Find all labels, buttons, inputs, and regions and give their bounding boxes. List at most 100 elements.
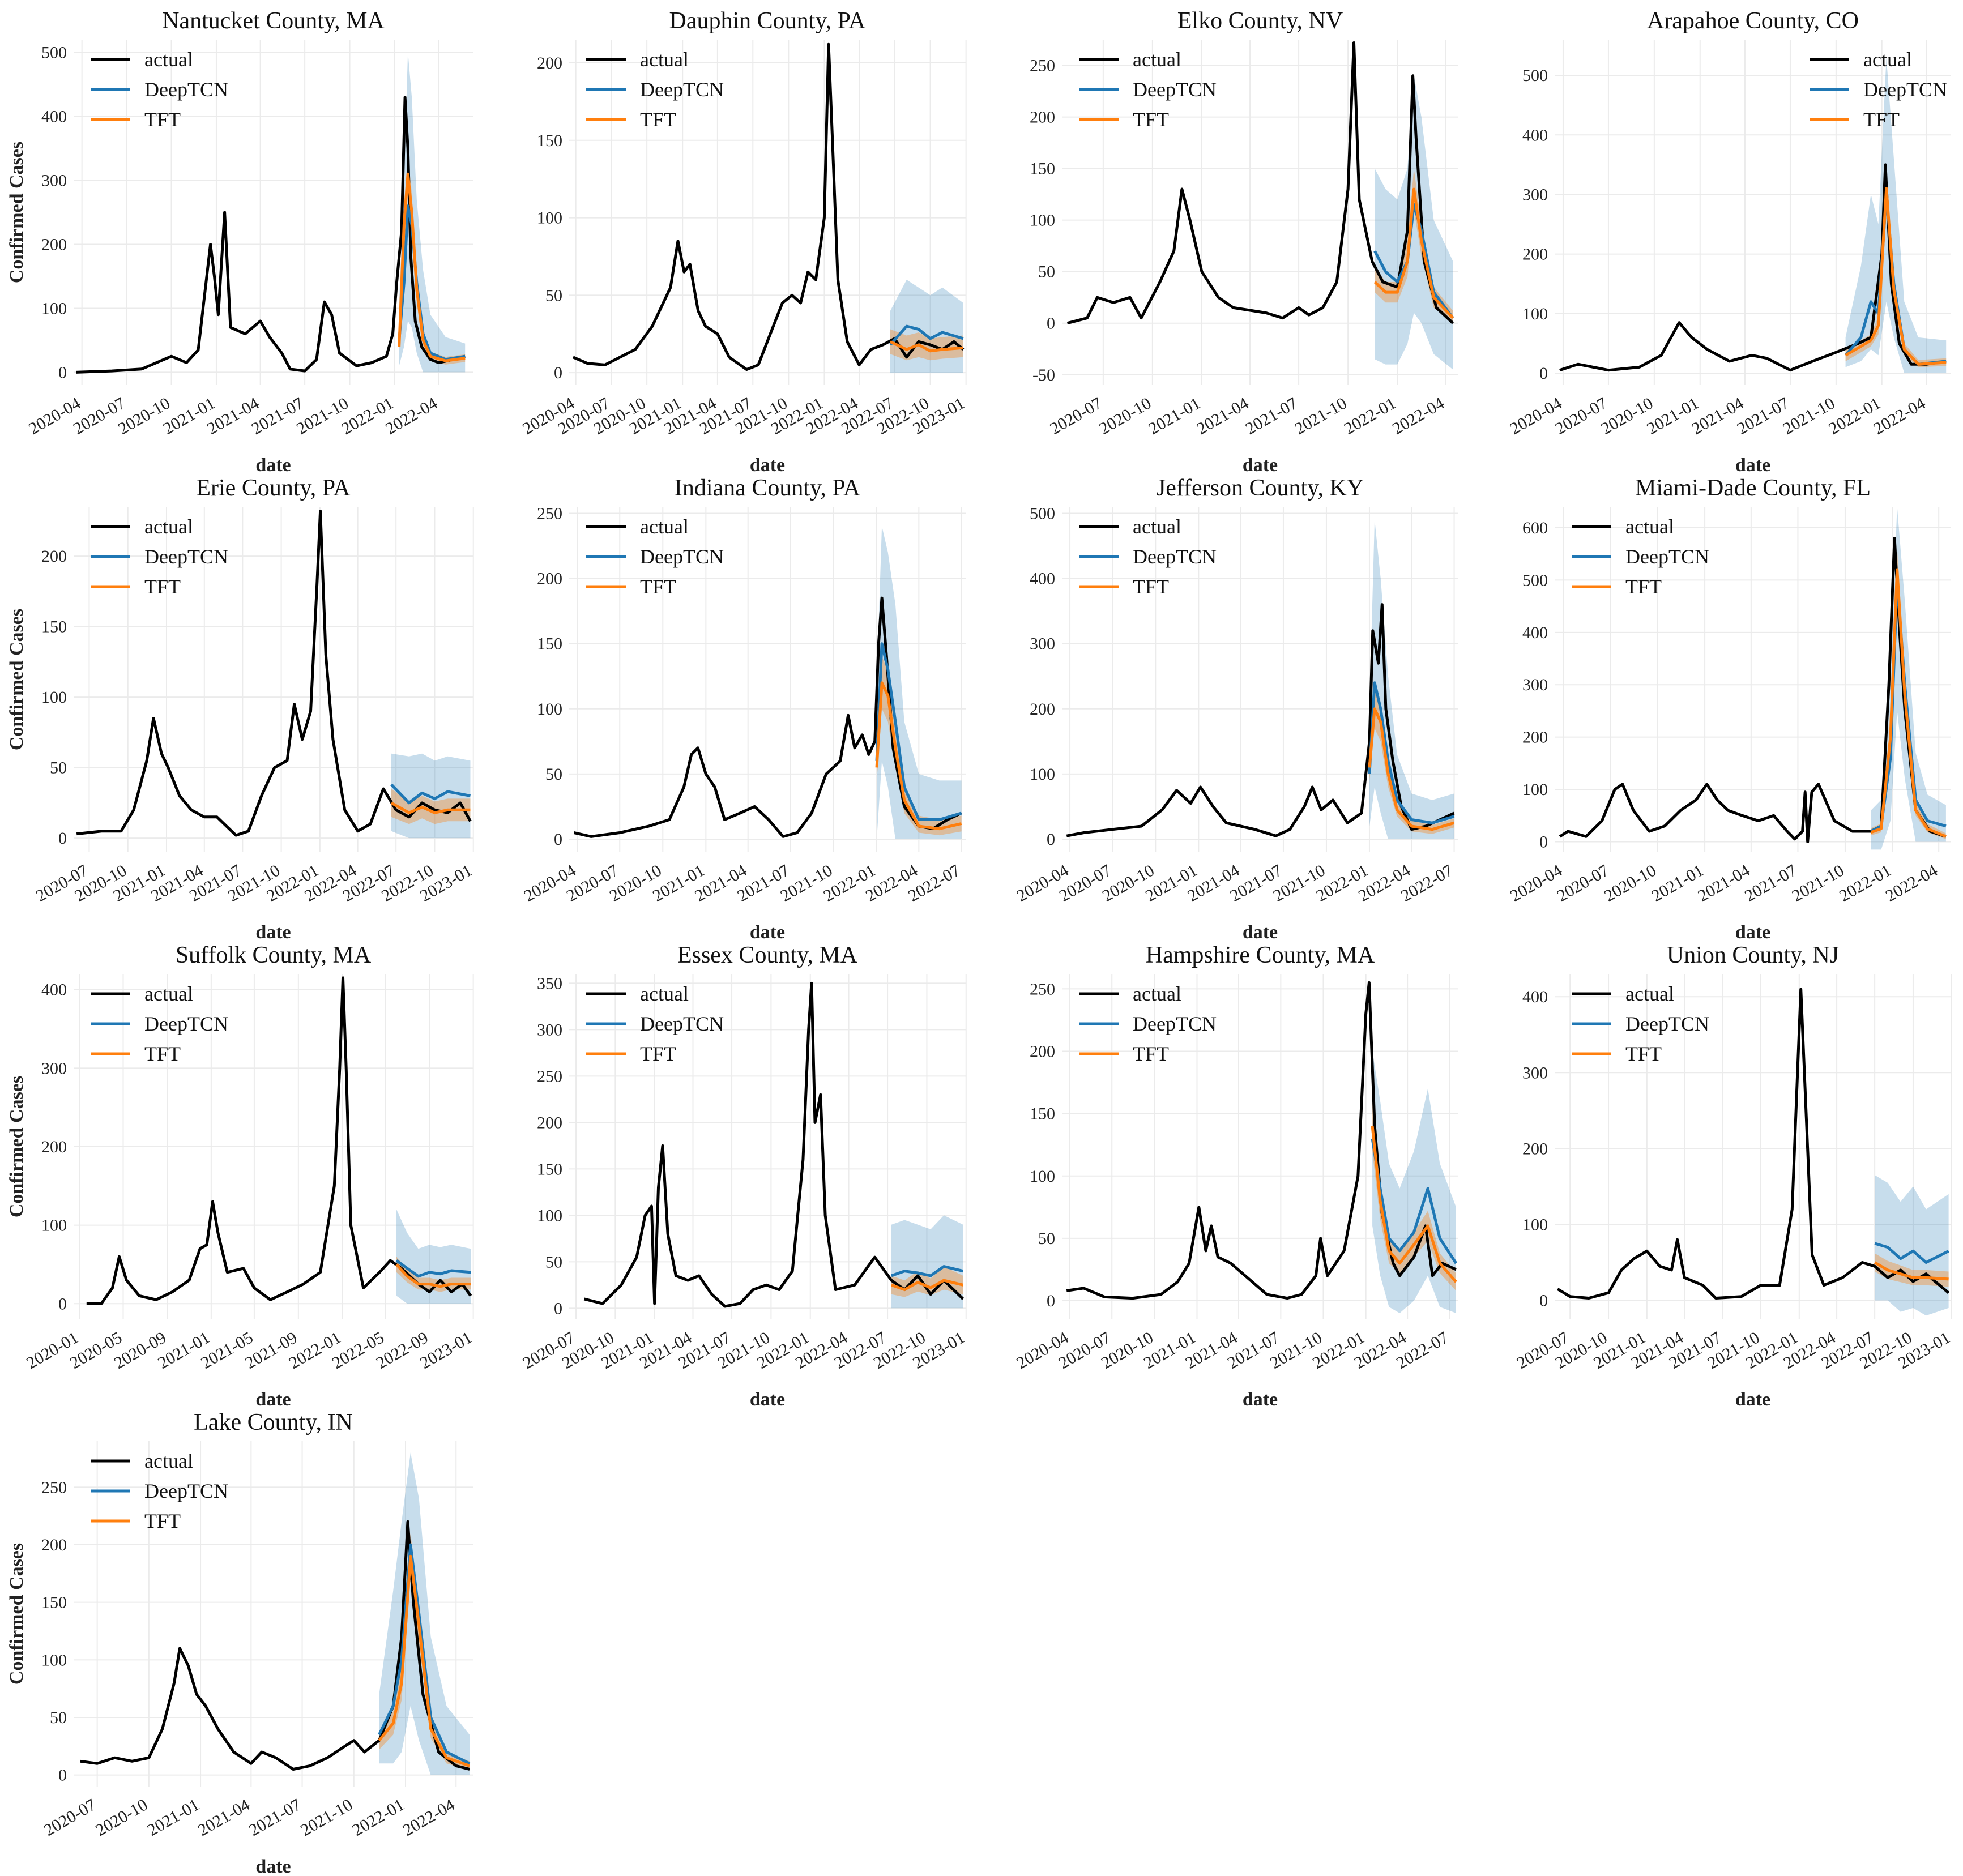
- legend-label-actual: actual: [1625, 515, 1674, 538]
- legend-label-deeptcn: DeepTCN: [1625, 1012, 1709, 1035]
- y-tick-label: 400: [1522, 126, 1548, 144]
- legend-label-deeptcn: DeepTCN: [1133, 1012, 1217, 1035]
- panel-title: Miami-Dade County, FL: [1635, 475, 1871, 501]
- y-tick-label: 100: [1522, 305, 1548, 323]
- deeptcn-forecast-line: [891, 1265, 964, 1277]
- y-tick-label: 250: [1030, 980, 1055, 998]
- tft-forecast-line: [1870, 568, 1947, 838]
- plot-area: [1559, 507, 1947, 850]
- y-tick-label: 250: [1030, 57, 1055, 75]
- plot-area: [86, 976, 472, 1305]
- x-axis-label: date: [750, 1389, 785, 1410]
- chart-panel: Union County, NJ01002003004002020-072020…: [1514, 942, 1954, 1410]
- tft-forecast-line: [395, 1263, 471, 1288]
- actual-line: [76, 96, 466, 374]
- y-tick-label: 250: [41, 1478, 67, 1497]
- x-tick-label: 2020-10: [115, 394, 173, 438]
- y-axis-label: Confirmed Cases: [6, 142, 27, 283]
- legend-label-actual: actual: [144, 515, 193, 538]
- x-tick-label: 2021-07: [249, 394, 307, 438]
- legend: actual DeepTCN TFT: [1079, 48, 1217, 131]
- y-tick-label: 50: [545, 286, 562, 305]
- y-tick-label: 500: [1522, 571, 1548, 589]
- y-tick-label: 200: [41, 1138, 67, 1156]
- y-tick-label: 100: [537, 209, 562, 228]
- actual-line: [572, 42, 965, 371]
- chart-panel: Suffolk County, MA01002003004002020-0120…: [6, 942, 475, 1410]
- x-tick-label: 2021-10: [1292, 394, 1350, 438]
- legend-label-actual: actual: [1133, 48, 1181, 71]
- chart-panel: Miami-Dade County, FL 0 100 200 300 400 500 600…: [1507, 475, 1951, 943]
- legend: actual DeepTCN TFT: [91, 982, 228, 1065]
- y-tick-label: 300: [1030, 635, 1055, 653]
- y-axis-label: Confirmed Cases: [6, 1076, 27, 1217]
- plot-area: [573, 526, 962, 839]
- x-axis-label: date: [255, 922, 291, 943]
- legend-label-deeptcn: DeepTCN: [640, 78, 724, 101]
- x-tick-label: 2022-01: [1341, 394, 1399, 438]
- plot-area: [1066, 981, 1457, 1313]
- legend-label-deeptcn: DeepTCN: [1863, 78, 1947, 101]
- x-axis-label: date: [750, 922, 785, 943]
- x-tick-label: 2021-01: [1644, 394, 1702, 438]
- chart-panel: Hampshire County, MA0501001502002502020-…: [1013, 942, 1458, 1410]
- actual-line: [86, 976, 472, 1305]
- legend: actual DeepTCN TFT: [1810, 48, 1947, 131]
- x-tick-label: 2020-07: [70, 394, 129, 438]
- deeptcn-interval-band: [399, 52, 466, 373]
- chart-panel: Lake County, IN0501001502002502020-07202…: [6, 1409, 473, 1876]
- legend: actual DeepTCN TFT: [1572, 982, 1709, 1065]
- deeptcn-interval-band: [1875, 1175, 1949, 1316]
- x-axis-label: date: [1735, 1389, 1770, 1410]
- actual-line: [1066, 603, 1455, 837]
- tft-interval-band: [1845, 170, 1947, 367]
- legend-label-actual: actual: [1625, 982, 1674, 1005]
- x-tick-label: 2021-10: [293, 394, 352, 438]
- y-tick-label: 0: [554, 830, 562, 849]
- actual-line: [76, 510, 472, 837]
- y-tick-label: 150: [1030, 1105, 1055, 1123]
- y-tick-label: 0: [554, 1299, 562, 1318]
- tft-interval-band: [1375, 168, 1453, 323]
- y-tick-label: 0: [1539, 833, 1548, 852]
- x-tick-label: 2022-04: [1870, 394, 1928, 438]
- y-tick-label: 150: [1030, 160, 1055, 178]
- y-tick-label: 0: [1539, 364, 1548, 383]
- legend: actual DeepTCN TFT: [586, 48, 724, 131]
- legend-label-tft: TFT: [640, 575, 676, 598]
- y-tick-label: 50: [1038, 263, 1055, 281]
- x-axis-label: date: [1243, 922, 1278, 943]
- legend-label-actual: actual: [144, 1450, 193, 1472]
- legend-label-deeptcn: DeepTCN: [144, 1012, 228, 1035]
- y-tick-label: 100: [537, 700, 562, 719]
- chart-panel: Jefferson County, KY01002003004005002020…: [1013, 475, 1458, 943]
- panel-title: Suffolk County, MA: [176, 942, 372, 968]
- panel-title: Lake County, IN: [194, 1409, 353, 1435]
- y-tick-label: 300: [1522, 185, 1548, 204]
- y-tick-label: 300: [1522, 1063, 1548, 1082]
- legend-label-tft: TFT: [1625, 575, 1662, 598]
- y-tick-label: 400: [1030, 570, 1055, 588]
- y-tick-label: 400: [41, 108, 67, 126]
- legend-label-tft: TFT: [640, 108, 676, 131]
- panel-title: Elko County, NV: [1177, 8, 1343, 34]
- actual-line: [1559, 537, 1947, 843]
- chart-panel: Erie County, PA0501001502002020-072020-1…: [6, 475, 475, 943]
- legend-label-tft: TFT: [1133, 575, 1169, 598]
- legend-label-tft: TFT: [1625, 1042, 1662, 1065]
- legend: actual DeepTCN TFT: [586, 515, 724, 598]
- x-tick-label: 2021-04: [195, 1795, 253, 1840]
- x-tick-label: 2021-07: [1243, 394, 1301, 438]
- x-tick-label: 2021-01: [1649, 861, 1707, 905]
- y-tick-label: 100: [537, 1206, 562, 1225]
- y-tick-label: 0: [554, 364, 562, 382]
- panel-title: Hampshire County, MA: [1146, 942, 1375, 968]
- x-axis-label: date: [750, 455, 785, 476]
- y-tick-label: 200: [1522, 1139, 1548, 1158]
- plot-area: [572, 42, 965, 373]
- y-tick-label: 0: [1047, 1292, 1055, 1310]
- deeptcn-forecast-line: [1368, 681, 1455, 824]
- y-tick-label: 200: [1030, 108, 1055, 127]
- y-tick-label: 100: [41, 1216, 67, 1235]
